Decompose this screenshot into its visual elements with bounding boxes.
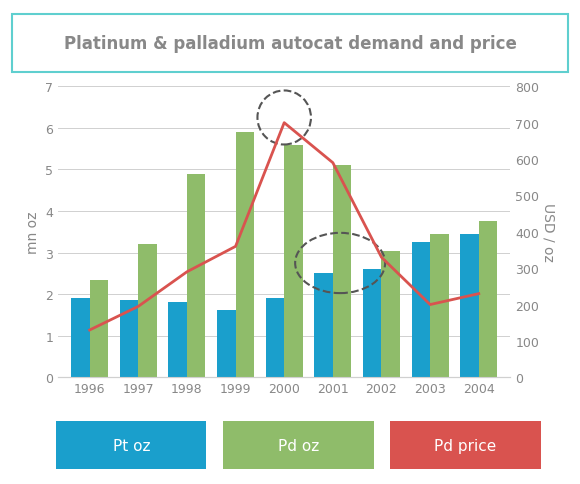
Bar xyxy=(363,270,382,378)
Bar xyxy=(412,242,430,378)
Y-axis label: USD / oz: USD / oz xyxy=(542,203,556,262)
Bar xyxy=(314,274,333,378)
FancyBboxPatch shape xyxy=(12,15,568,73)
Bar xyxy=(138,245,157,378)
FancyBboxPatch shape xyxy=(56,422,206,469)
Bar xyxy=(266,299,284,378)
Text: Pd oz: Pd oz xyxy=(278,438,319,453)
Y-axis label: mn oz: mn oz xyxy=(26,211,39,254)
Text: Pt oz: Pt oz xyxy=(113,438,150,453)
Bar xyxy=(168,303,187,378)
Bar xyxy=(71,299,90,378)
Bar xyxy=(461,234,478,378)
Bar xyxy=(235,133,254,378)
Text: Pd price: Pd price xyxy=(434,438,496,453)
Bar xyxy=(217,310,235,378)
Bar xyxy=(120,301,138,378)
FancyBboxPatch shape xyxy=(223,422,374,469)
Bar xyxy=(430,234,448,378)
Bar xyxy=(333,166,351,378)
Bar xyxy=(382,251,400,378)
Bar xyxy=(478,222,497,378)
Bar xyxy=(284,145,303,378)
Bar xyxy=(90,280,108,378)
Text: Platinum & palladium autocat demand and price: Platinum & palladium autocat demand and … xyxy=(64,34,516,53)
FancyBboxPatch shape xyxy=(390,422,541,469)
Bar xyxy=(187,174,205,378)
